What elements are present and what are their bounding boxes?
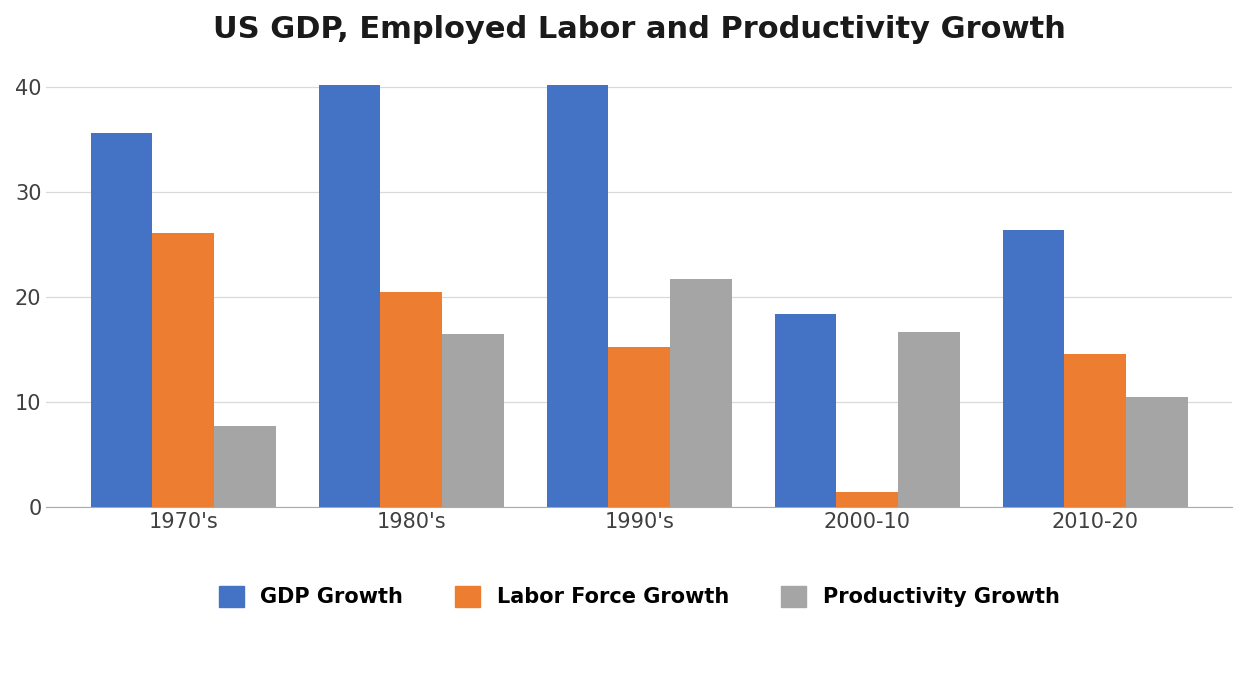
Bar xyxy=(214,427,276,508)
Title: US GDP, Employed Labor and Productivity Growth: US GDP, Employed Labor and Productivity … xyxy=(213,15,1066,44)
Bar xyxy=(898,332,959,508)
Bar xyxy=(837,492,898,508)
Bar xyxy=(1126,397,1187,508)
Bar xyxy=(319,85,380,508)
Bar xyxy=(1003,230,1065,508)
Bar xyxy=(1065,354,1126,508)
Bar xyxy=(152,233,214,508)
Bar xyxy=(380,292,441,508)
Legend: GDP Growth, Labor Force Growth, Productivity Growth: GDP Growth, Labor Force Growth, Producti… xyxy=(208,575,1070,618)
Bar xyxy=(91,133,152,508)
Bar xyxy=(547,85,609,508)
Bar xyxy=(670,279,732,508)
Bar xyxy=(441,334,504,508)
Bar xyxy=(774,314,837,508)
Bar xyxy=(609,347,670,508)
